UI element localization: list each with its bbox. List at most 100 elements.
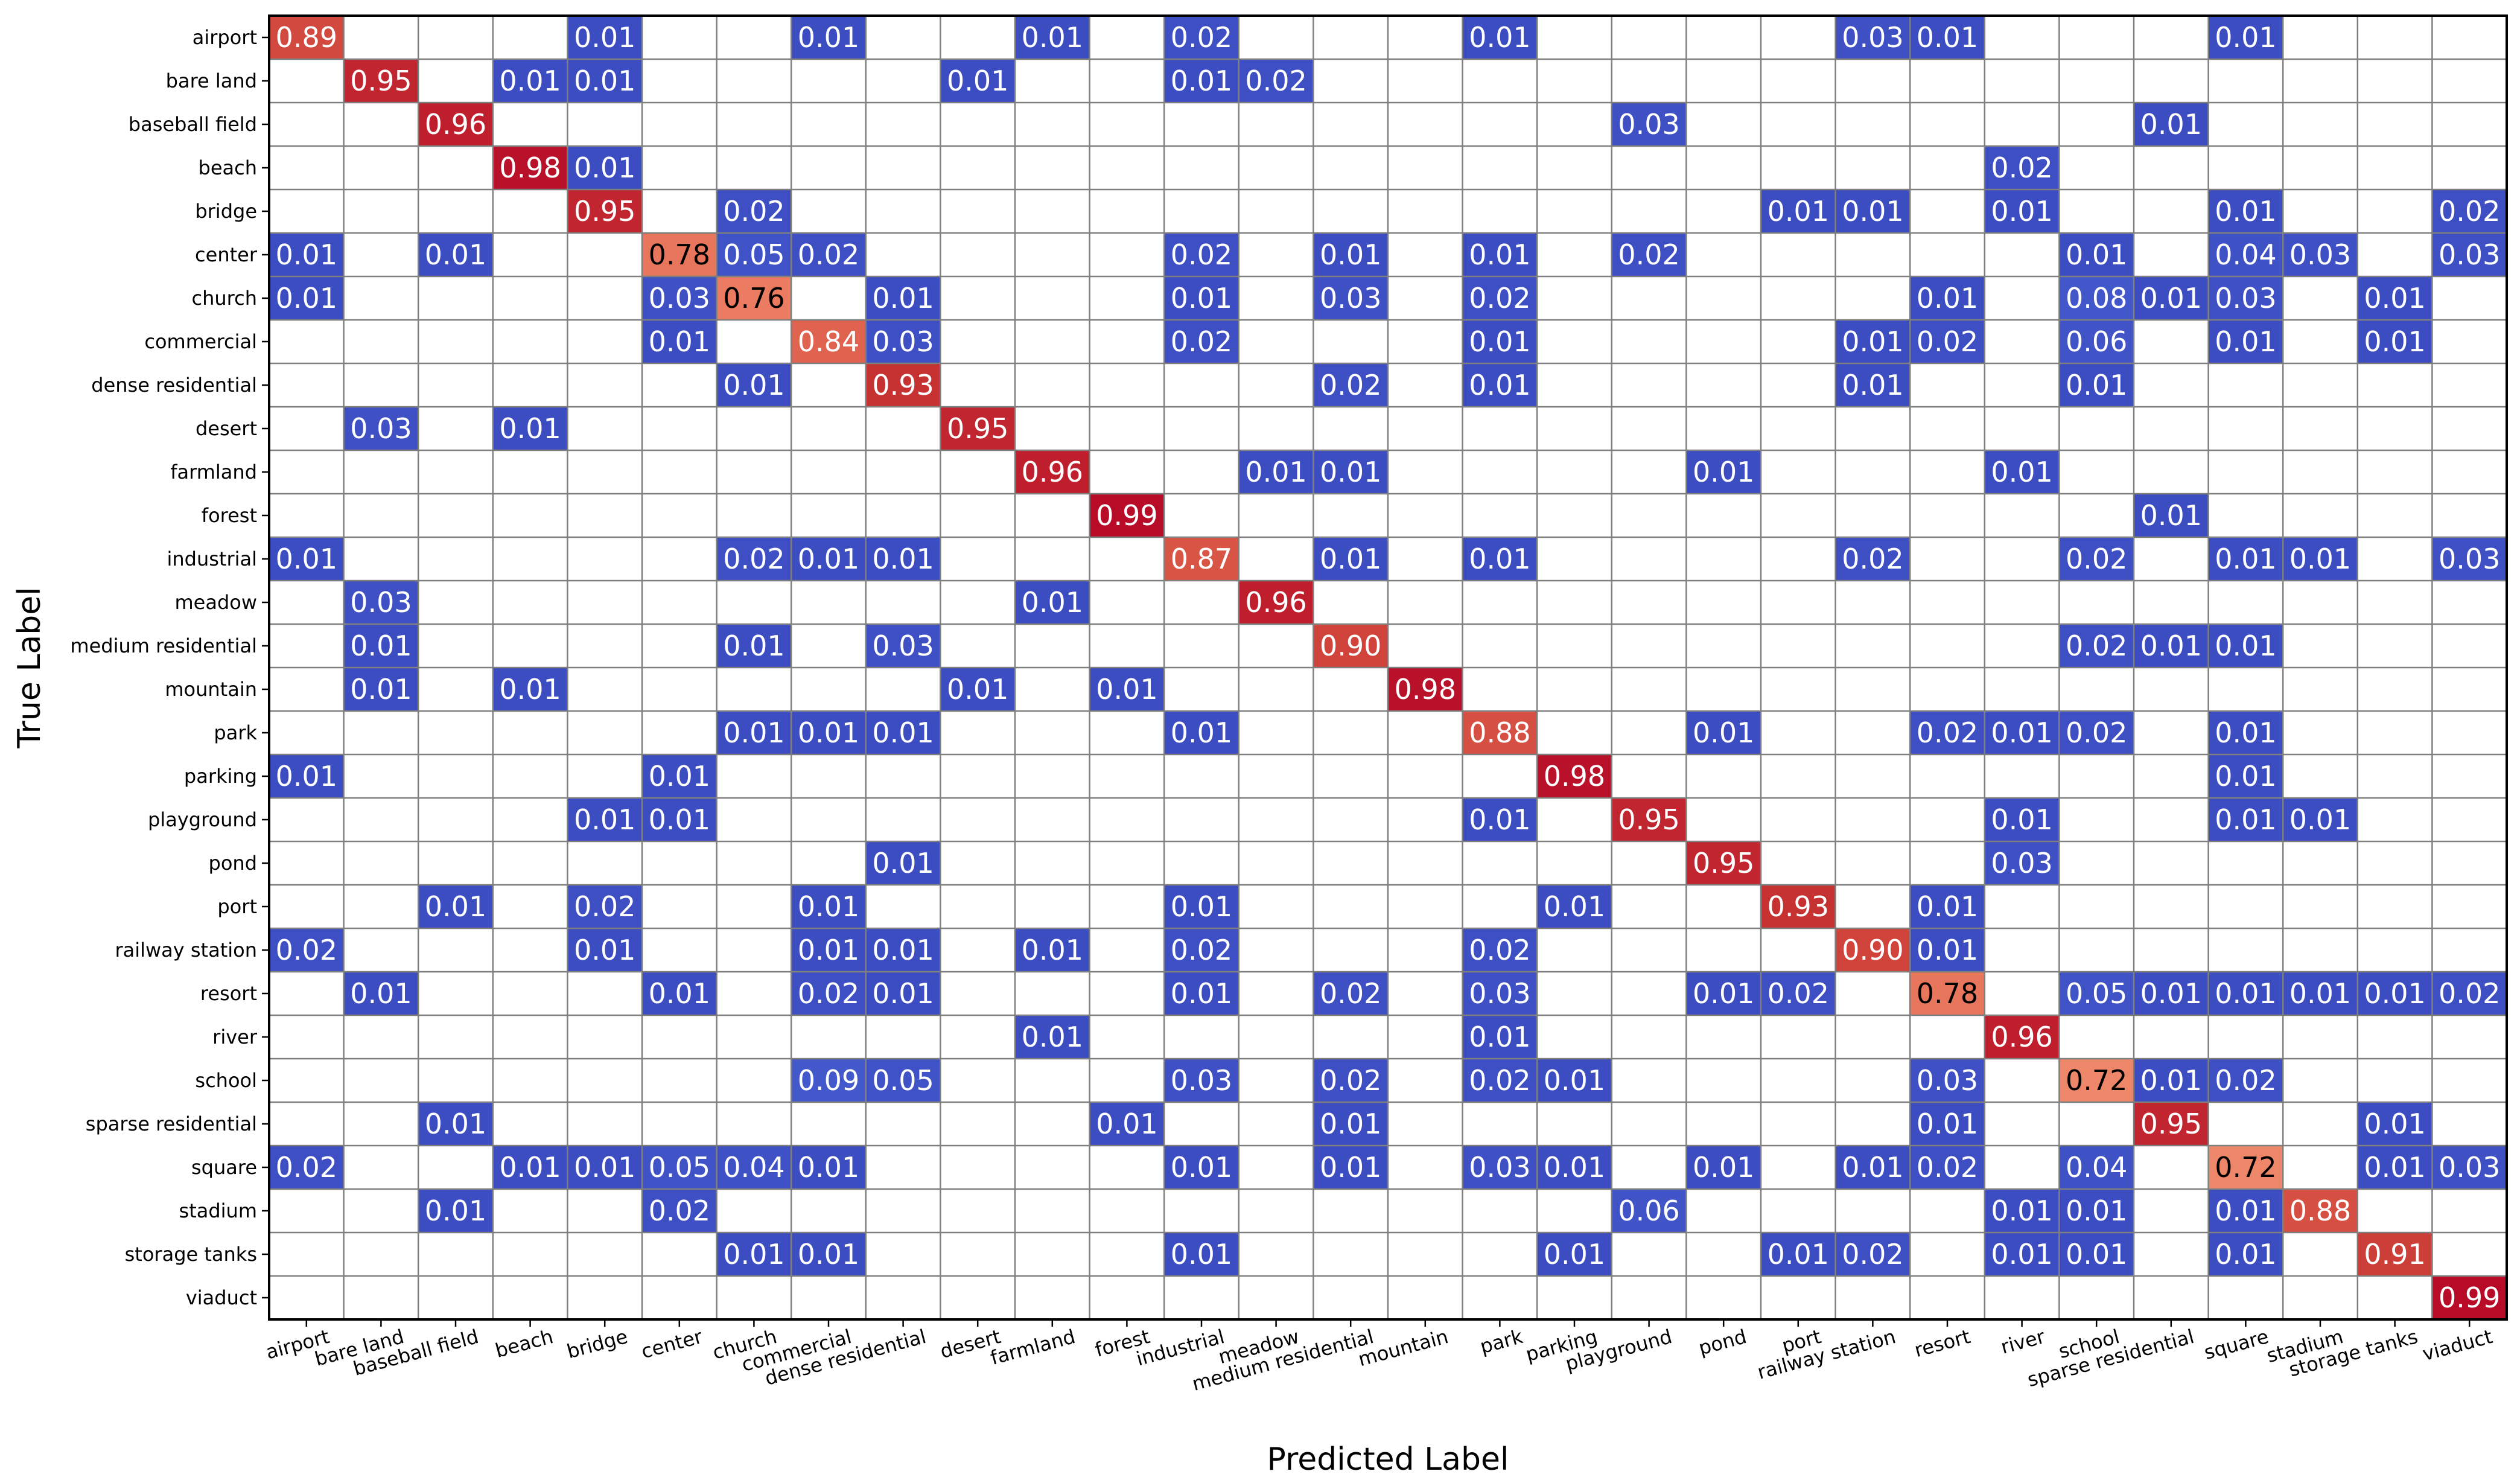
cell-value-label: 0.01 xyxy=(1991,1238,2052,1271)
cell-value-label: 0.05 xyxy=(723,238,784,271)
cell-value-label: 0.03 xyxy=(2289,238,2351,271)
cell-value-label: 0.01 xyxy=(1917,890,1978,923)
cell-value-label: 0.01 xyxy=(1991,1195,2052,1227)
cell-value-label: 0.01 xyxy=(723,1238,784,1271)
heatmap-cell xyxy=(1015,450,1090,494)
heatmap-cell xyxy=(2283,798,2358,841)
heatmap-cell xyxy=(418,233,493,276)
cell-value-label: 0.01 xyxy=(798,1151,859,1184)
cell-value-label: 0.01 xyxy=(1469,21,1530,54)
heatmap-cell xyxy=(1164,233,1239,276)
cell-value-label: 0.90 xyxy=(1320,630,1381,662)
cell-value-label: 0.02 xyxy=(1171,238,1232,271)
cell-value-label: 0.78 xyxy=(649,238,710,271)
heatmap-cell xyxy=(2134,276,2209,320)
cell-value-label: 0.01 xyxy=(1320,456,1381,488)
cell-value-label: 0.01 xyxy=(574,21,635,54)
cell-value-label: 0.01 xyxy=(2215,325,2276,358)
heatmap-cell xyxy=(1089,1102,1165,1146)
heatmap-cell xyxy=(1462,276,1538,320)
cell-value-label: 0.02 xyxy=(1842,1238,1903,1271)
cell-value-label: 0.03 xyxy=(1469,1151,1530,1184)
cell-value-label: 0.01 xyxy=(2364,1108,2425,1140)
heatmap-cell xyxy=(791,233,866,276)
heatmap-cell xyxy=(716,624,792,668)
heatmap-cell xyxy=(1611,103,1687,146)
x-tick-label: park xyxy=(1477,1325,1525,1358)
cell-value-label: 0.01 xyxy=(425,1108,486,1140)
heatmap-cell xyxy=(1910,1146,1985,1189)
heatmap-cell xyxy=(343,972,419,1015)
cell-value-label: 0.01 xyxy=(1842,369,1903,401)
heatmap-cell xyxy=(269,276,344,320)
heatmap-cell xyxy=(791,1233,866,1276)
heatmap-cell xyxy=(1835,537,1911,581)
cell-value-label: 0.03 xyxy=(872,630,934,662)
cell-value-label: 0.01 xyxy=(872,847,934,879)
cell-value-label: 0.99 xyxy=(2439,1281,2500,1314)
cell-value-label: 0.01 xyxy=(2140,977,2202,1010)
heatmap-cell xyxy=(1462,320,1538,363)
cell-value-label: 0.01 xyxy=(1693,1151,1754,1184)
cell-value-label: 0.76 xyxy=(723,282,784,314)
heatmap-cell xyxy=(1984,190,2060,233)
heatmap-cell xyxy=(2208,1059,2283,1102)
heatmap-cell xyxy=(1462,1146,1538,1189)
heatmap-cell xyxy=(1910,928,1985,972)
cell-value-label: 0.01 xyxy=(798,21,859,54)
cell-value-label: 0.01 xyxy=(1544,1064,1605,1097)
heatmap-cell xyxy=(1686,972,1761,1015)
x-tick-label: viaduct xyxy=(2420,1325,2495,1365)
heatmap-cell xyxy=(791,1146,866,1189)
cell-value-label: 0.01 xyxy=(350,630,412,662)
heatmap-cell xyxy=(940,59,1015,103)
heatmap-cell xyxy=(2208,233,2283,276)
cell-value-label: 0.03 xyxy=(2439,1151,2500,1184)
cell-value-label: 0.01 xyxy=(2364,325,2425,358)
cell-value-label: 0.99 xyxy=(1096,499,1157,532)
cell-value-label: 0.01 xyxy=(425,1195,486,1227)
cell-value-label: 0.01 xyxy=(872,977,934,1010)
cell-value-label: 0.03 xyxy=(350,586,412,619)
heatmap-cell xyxy=(716,1233,792,1276)
cell-value-label: 0.02 xyxy=(2439,195,2500,228)
cell-value-label: 0.95 xyxy=(2140,1108,2202,1140)
y-tick-label: resort xyxy=(200,982,257,1005)
cell-value-label: 0.03 xyxy=(2439,543,2500,575)
heatmap-cell xyxy=(642,320,717,363)
cell-value-label: 0.01 xyxy=(1469,1021,1530,1053)
heatmap-cell xyxy=(1984,841,2060,885)
heatmap-cell xyxy=(1462,16,1538,59)
heatmap-cell xyxy=(2059,233,2134,276)
heatmap-cell xyxy=(865,276,941,320)
x-tick-label: beach xyxy=(493,1325,556,1362)
cell-value-label: 0.01 xyxy=(1991,195,2052,228)
y-tick-label: farmland xyxy=(170,461,257,483)
heatmap-cell xyxy=(1761,1233,1836,1276)
x-tick-label: square xyxy=(2201,1325,2271,1364)
heatmap-cell xyxy=(865,1059,941,1102)
cell-value-label: 0.01 xyxy=(1320,238,1381,271)
cell-value-label: 0.93 xyxy=(1768,890,1829,923)
cell-value-label: 0.01 xyxy=(1917,282,1978,314)
heatmap-cell xyxy=(1984,1015,2060,1059)
y-tick-label: port xyxy=(217,895,257,918)
cell-value-label: 0.01 xyxy=(1320,543,1381,575)
cell-value-label: 0.01 xyxy=(1693,716,1754,749)
heatmap-cell xyxy=(2059,363,2134,407)
heatmap-cell xyxy=(1984,1189,2060,1233)
cell-value-label: 0.01 xyxy=(1991,803,2052,836)
heatmap-cell xyxy=(2208,798,2283,841)
cell-value-label: 0.01 xyxy=(276,238,337,271)
cell-value-label: 0.01 xyxy=(276,282,337,314)
y-tick-label: river xyxy=(212,1025,258,1048)
cell-value-label: 0.95 xyxy=(1693,847,1754,879)
cell-value-label: 0.02 xyxy=(1171,21,1232,54)
heatmap-cell xyxy=(1984,146,2060,190)
x-tick-label: farmland xyxy=(988,1325,1078,1370)
heatmap-cell xyxy=(1164,928,1239,972)
heatmap-cell xyxy=(2432,972,2507,1015)
cell-value-label: 0.91 xyxy=(2364,1238,2425,1271)
